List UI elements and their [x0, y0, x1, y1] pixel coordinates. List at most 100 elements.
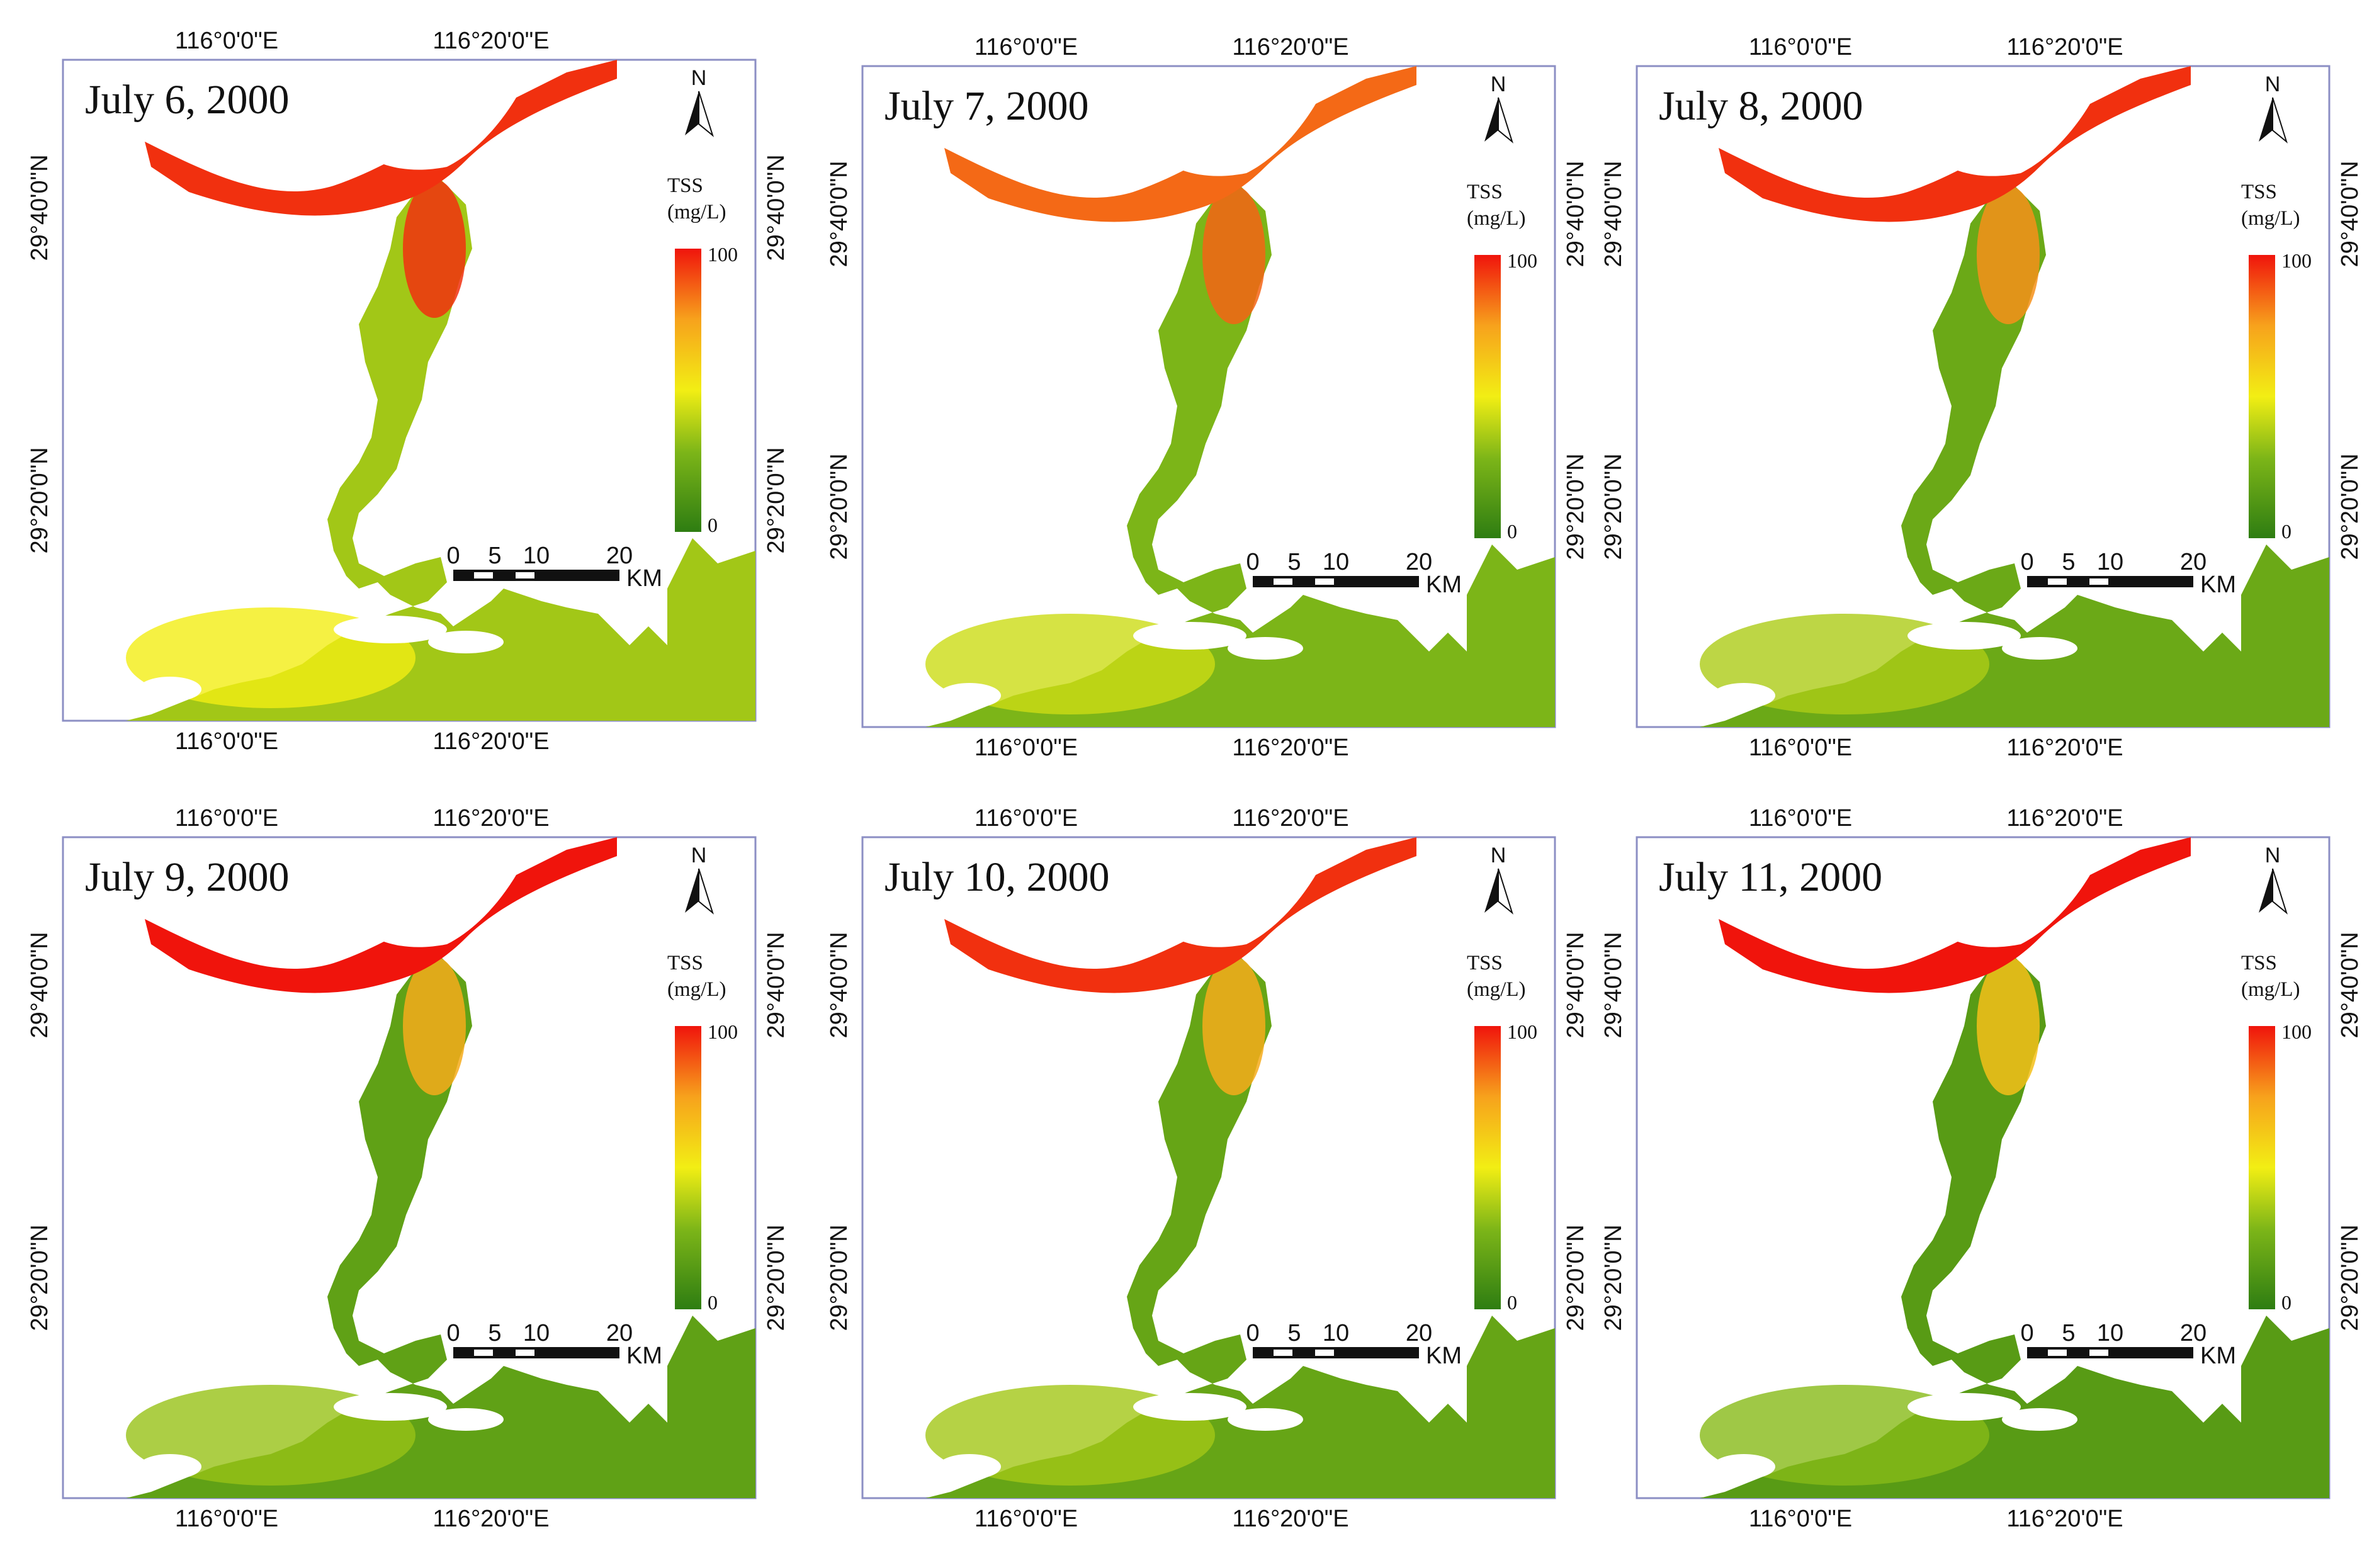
scale-tick-label: 20 — [2180, 549, 2207, 575]
legend-unit: (mg/L) — [2241, 207, 2300, 230]
legend-title: TSS — [1467, 952, 1503, 974]
scale-tick-label: 10 — [523, 1320, 550, 1346]
panel-date-label: July 8, 2000 — [1659, 83, 1863, 129]
scale-unit: KM — [2200, 572, 2236, 598]
north-label: N — [691, 66, 707, 90]
longitude-label-top: 116°20'0"E — [432, 28, 549, 54]
legend-max: 100 — [2281, 249, 2312, 272]
legend-color-bar — [2249, 1026, 2275, 1309]
latitude-label-right: 29°40'0"N — [2337, 932, 2363, 1038]
legend-unit: (mg/L) — [1467, 978, 1525, 1001]
panel-date-label: July 6, 2000 — [85, 77, 290, 123]
tss-legend: TSS (mg/L) 100 0 — [667, 174, 738, 536]
south-island — [1133, 1393, 1246, 1421]
east-inlet — [2241, 1316, 2329, 1498]
tss-legend: TSS (mg/L) 100 0 — [2241, 181, 2312, 543]
latitude-label-right: 29°40'0"N — [1562, 932, 1589, 1038]
scale-unit: KM — [626, 565, 662, 592]
legend-min: 0 — [2281, 520, 2291, 543]
legend-min: 0 — [1507, 520, 1517, 543]
longitude-label-bottom: 116°0'0"E — [175, 728, 278, 755]
scale-tick-label: 5 — [1287, 1320, 1301, 1346]
south-island — [428, 1408, 504, 1431]
longitude-label-top: 116°0'0"E — [1749, 805, 1852, 832]
south-island — [1133, 622, 1246, 650]
north-plume — [403, 957, 466, 1095]
longitude-label-bottom: 116°20'0"E — [432, 728, 549, 755]
scale-unit: KM — [1426, 1343, 1462, 1369]
legend-title: TSS — [2241, 952, 2277, 974]
longitude-label-bottom: 116°0'0"E — [975, 735, 1078, 761]
scale-tick-label: 5 — [488, 1320, 501, 1346]
scale-bar-body — [1253, 1347, 1419, 1358]
legend-color-bar — [1474, 1026, 1501, 1309]
scale-tick-label: 5 — [2062, 549, 2075, 575]
scale-unit: KM — [2200, 1343, 2236, 1369]
scale-bar-body — [1253, 576, 1419, 587]
latitude-label-right: 29°20'0"N — [763, 1224, 789, 1331]
north-arrow-icon: N — [2259, 72, 2288, 144]
longitude-label-top: 116°20'0"E — [432, 805, 549, 832]
south-island — [428, 631, 504, 653]
legend-unit: (mg/L) — [1467, 207, 1525, 230]
scale-tick-label: 20 — [606, 543, 633, 569]
north-plume — [1977, 186, 2040, 324]
latitude-label-left: 29°20'0"N — [26, 447, 53, 553]
scale-tick-label: 10 — [2097, 549, 2123, 575]
east-inlet — [1467, 1316, 1555, 1498]
scale-bar-body — [453, 1347, 619, 1358]
east-inlet — [1467, 544, 1555, 727]
longitude-label-top: 116°0'0"E — [975, 34, 1078, 60]
longitude-label-bottom: 116°20'0"E — [2006, 1506, 2123, 1532]
latitude-label-right: 29°20'0"N — [1562, 1224, 1589, 1331]
longitude-label-top: 116°20'0"E — [2006, 805, 2123, 832]
latitude-label-left: 29°40'0"N — [26, 154, 53, 261]
longitude-label-bottom: 116°0'0"E — [1749, 735, 1852, 761]
legend-title: TSS — [1467, 181, 1503, 203]
tss-legend: TSS (mg/L) 100 0 — [667, 952, 738, 1314]
scale-tick-label: 20 — [606, 1320, 633, 1346]
latitude-label-left: 29°20'0"N — [1600, 1224, 1627, 1331]
scale-tick-label: 5 — [488, 543, 501, 569]
scale-unit: KM — [1426, 572, 1462, 598]
latitude-label-left: 29°40'0"N — [1600, 161, 1627, 267]
south-island — [2002, 1408, 2077, 1431]
latitude-label-right: 29°20'0"N — [2337, 1224, 2363, 1331]
scale-tick-label: 20 — [1406, 549, 1432, 575]
latitude-label-right: 29°40'0"N — [1562, 161, 1589, 267]
legend-unit: (mg/L) — [667, 201, 726, 223]
legend-min: 0 — [708, 1291, 718, 1314]
longitude-label-top: 116°20'0"E — [1232, 34, 1348, 60]
north-arrow-icon: N — [685, 66, 714, 137]
east-inlet — [667, 538, 755, 721]
scale-bar-body — [2027, 576, 2193, 587]
scale-tick-label: 20 — [2180, 1320, 2207, 1346]
north-label: N — [691, 843, 707, 867]
latitude-label-right: 29°20'0"N — [1562, 453, 1589, 560]
longitude-label-bottom: 116°0'0"E — [1749, 1506, 1852, 1532]
legend-color-bar — [2249, 255, 2275, 538]
latitude-label-right: 29°40'0"N — [2337, 161, 2363, 267]
scale-tick-label: 0 — [1246, 549, 1259, 575]
scale-tick-label: 10 — [1323, 1320, 1349, 1346]
north-label: N — [2265, 72, 2281, 96]
legend-unit: (mg/L) — [667, 978, 726, 1001]
latitude-label-left: 29°40'0"N — [1600, 932, 1627, 1038]
legend-max: 100 — [708, 1020, 738, 1043]
north-label: N — [1491, 843, 1506, 867]
latitude-label-left: 29°40'0"N — [826, 161, 852, 267]
legend-title: TSS — [667, 174, 703, 197]
latitude-label-right: 29°40'0"N — [763, 154, 789, 261]
longitude-label-top: 116°0'0"E — [1749, 34, 1852, 60]
legend-color-bar — [675, 1026, 701, 1309]
legend-max: 100 — [708, 243, 738, 266]
